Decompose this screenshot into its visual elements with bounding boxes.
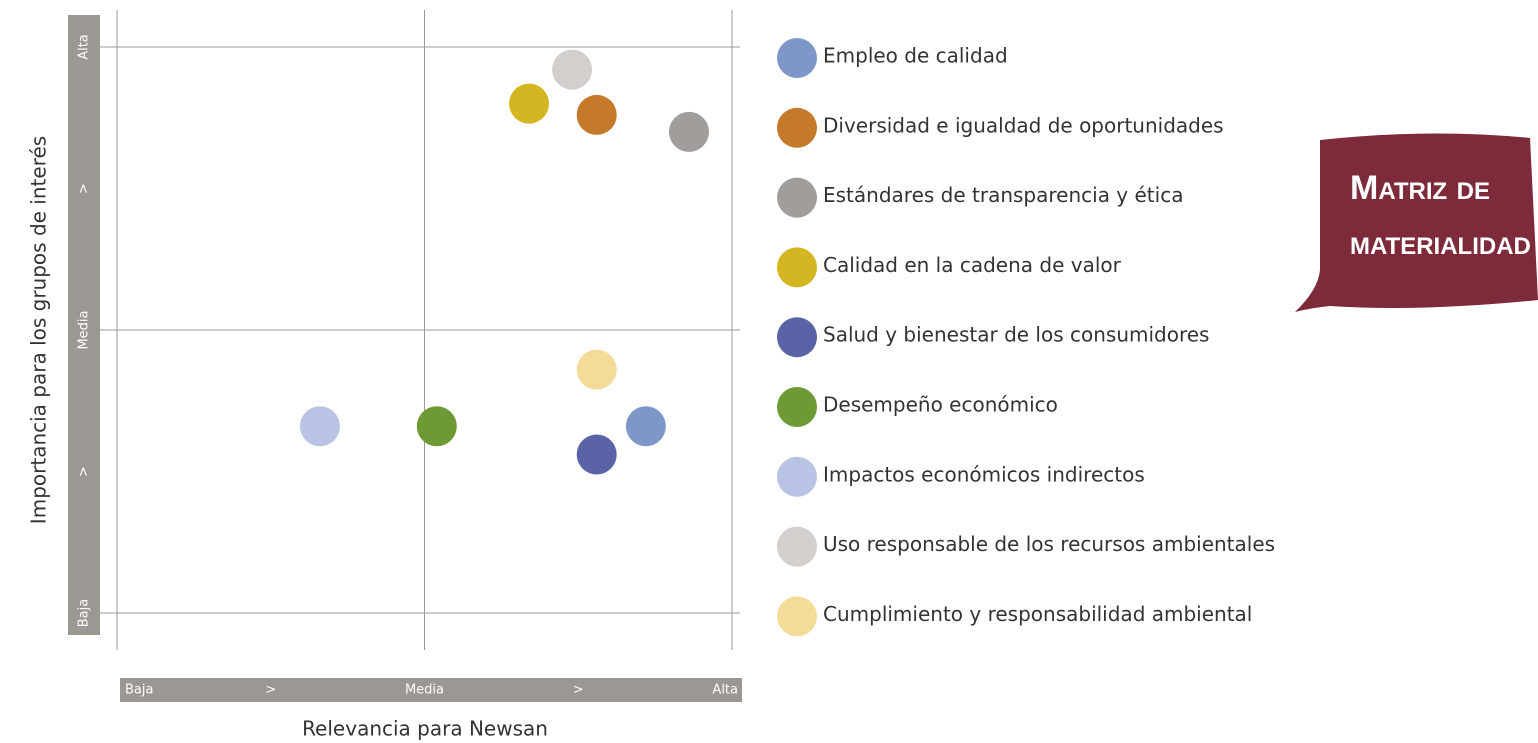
y-axis-label: Importancia para los grupos de interés bbox=[27, 136, 51, 524]
legend-label: Estándares de transparencia y ética bbox=[823, 183, 1183, 207]
legend-label: Diversidad e igualdad de oportunidades bbox=[823, 113, 1224, 137]
legend-label: Salud y bienestar de los consumidores bbox=[823, 323, 1209, 347]
x-arrow: > bbox=[265, 683, 276, 698]
legend-label: Cumplimiento y responsabilidad ambiental bbox=[823, 602, 1252, 626]
legend-marker bbox=[777, 596, 817, 637]
legend-label: Impactos económicos indirectos bbox=[823, 462, 1145, 486]
legend-marker bbox=[777, 247, 817, 288]
x-axis-label: Relevancia para Newsan bbox=[302, 717, 548, 741]
x-arrow: > bbox=[573, 683, 584, 698]
legend-marker bbox=[777, 317, 817, 358]
point bbox=[299, 406, 340, 447]
legend-label: Calidad en la cadena de valor bbox=[823, 253, 1122, 277]
legend-marker bbox=[777, 107, 817, 148]
y-tick-label: Alta bbox=[77, 34, 92, 60]
y-arrow: > bbox=[77, 183, 92, 194]
y-tick-label: Baja bbox=[77, 599, 92, 627]
x-tick-label: Alta bbox=[712, 683, 738, 698]
point bbox=[416, 406, 457, 447]
legend-marker bbox=[777, 177, 817, 218]
point bbox=[576, 434, 617, 475]
point bbox=[668, 111, 709, 152]
point bbox=[552, 49, 593, 90]
legend-label: Desempeño económico bbox=[823, 393, 1058, 417]
legend-label: Empleo de calidad bbox=[823, 44, 1008, 68]
legend-marker bbox=[777, 38, 817, 78]
x-axis-band bbox=[120, 678, 742, 702]
point bbox=[625, 406, 666, 447]
title-line: materialidad bbox=[1350, 224, 1531, 262]
y-axis-band bbox=[68, 15, 100, 635]
title-badge bbox=[1295, 133, 1538, 312]
y-arrow: > bbox=[77, 466, 92, 477]
point bbox=[509, 83, 550, 124]
legend-marker bbox=[777, 456, 817, 497]
x-tick-label: Media bbox=[405, 683, 444, 698]
legend-marker bbox=[777, 387, 817, 427]
legend-label: Uso responsable de los recursos ambienta… bbox=[823, 532, 1275, 556]
legend-marker bbox=[777, 526, 817, 567]
y-tick-label: Media bbox=[77, 310, 92, 349]
point bbox=[576, 94, 617, 135]
title-line: Matriz de bbox=[1350, 169, 1490, 207]
x-tick-label: Baja bbox=[125, 683, 153, 698]
point bbox=[576, 349, 617, 390]
